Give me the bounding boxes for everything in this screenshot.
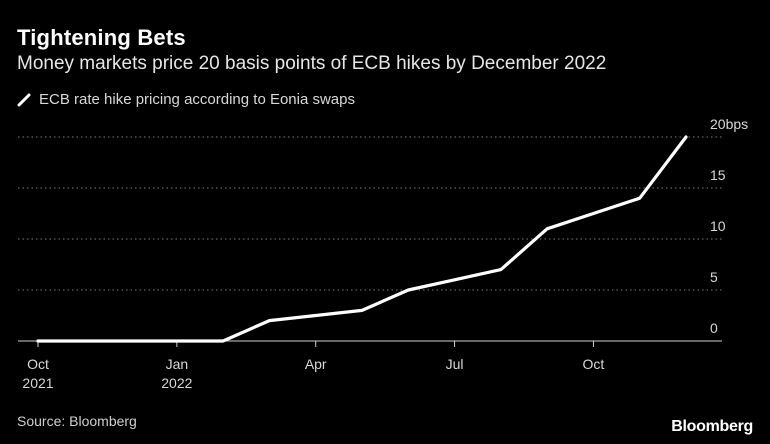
x-tick-label: Apr [305, 356, 327, 372]
legend-swatch-icon [17, 93, 31, 106]
x-tick-label: Oct [27, 356, 49, 372]
y-tick-label: 5 [710, 269, 718, 285]
x-tick-sublabel: 2022 [161, 375, 192, 391]
series-line [36, 135, 688, 343]
y-tick-label: 10 [710, 218, 726, 234]
chart-subtitle: Money markets price 20 basis points of E… [17, 53, 607, 74]
brand-logo: Bloomberg [671, 418, 753, 435]
x-tick-label: Jan [166, 356, 189, 372]
legend: ECB rate hike pricing according to Eonia… [17, 91, 355, 108]
x-tick-label: Oct [583, 356, 605, 372]
y-tick-label: 0 [710, 320, 718, 336]
y-tick-label: 20bps [710, 116, 748, 132]
legend-label: ECB rate hike pricing according to Eonia… [39, 91, 355, 108]
chart-title: Tightening Bets [17, 25, 186, 50]
x-tick-label: Jul [446, 356, 464, 372]
y-tick-label: 15 [710, 167, 726, 183]
x-tick-sublabel: 2021 [22, 375, 53, 391]
source-note: Source: Bloomberg [17, 413, 137, 429]
